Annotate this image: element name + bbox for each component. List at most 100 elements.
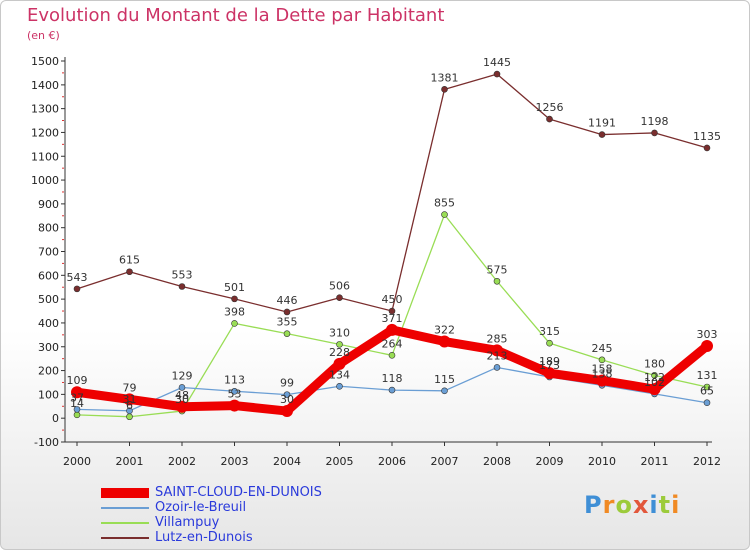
data-point	[126, 268, 133, 276]
y-tick-label: 1300	[31, 103, 59, 116]
data-point	[596, 374, 608, 387]
data-label: 450	[382, 293, 403, 306]
data-point	[651, 129, 658, 137]
x-tick-label: 2008	[483, 455, 511, 468]
data-label: 398	[224, 305, 245, 318]
data-label: 355	[277, 316, 298, 329]
data-point	[441, 211, 448, 218]
y-tick-label: 700	[38, 246, 59, 259]
data-label: 30	[175, 393, 189, 406]
data-label: 553	[172, 269, 193, 282]
data-point	[441, 86, 448, 93]
data-label: 180	[644, 357, 665, 370]
y-tick-label: 500	[38, 293, 59, 306]
y-tick-label: 300	[38, 341, 59, 354]
logo-letter: t	[658, 491, 672, 519]
y-tick-label: 400	[38, 317, 59, 330]
legend-item-saint-cloud: SAINT-CLOUD-EN-DUNOIS	[101, 485, 322, 500]
y-tick-label: 1500	[31, 55, 59, 68]
data-point	[73, 406, 81, 413]
data-label: 501	[224, 281, 245, 294]
data-label: 506	[329, 280, 350, 293]
data-point	[73, 411, 81, 419]
data-label: 37	[70, 391, 84, 404]
data-point	[703, 144, 711, 152]
data-label: 99	[280, 377, 294, 390]
x-tick-label: 2002	[168, 455, 196, 468]
data-point	[336, 341, 343, 348]
chart-title: Evolution du Montant de la Dette par Hab…	[27, 5, 445, 26]
data-point	[336, 382, 343, 390]
data-point	[441, 387, 448, 395]
legend-swatch	[101, 487, 149, 498]
data-point	[651, 372, 658, 379]
data-point	[281, 405, 293, 418]
data-label: 1191	[588, 117, 616, 130]
data-label: 315	[539, 325, 560, 338]
data-label: 134	[329, 368, 350, 381]
logo-letter: r	[602, 491, 616, 519]
data-point	[333, 357, 346, 370]
data-point	[493, 277, 501, 285]
data-label: 245	[592, 342, 613, 355]
data-point	[703, 399, 711, 407]
x-tick-label: 2004	[273, 455, 301, 468]
legend-label: Villampuy	[155, 515, 220, 530]
logo-letter: o	[615, 491, 633, 519]
data-label: 65	[700, 385, 714, 398]
data-label: 303	[697, 328, 718, 341]
data-label: 213	[487, 349, 508, 362]
data-point	[648, 383, 661, 396]
data-label: 173	[539, 359, 560, 372]
x-tick-label: 2000	[63, 455, 91, 468]
data-point	[71, 386, 83, 399]
data-label: 158	[592, 363, 613, 376]
legend-label: Lutz-en-Dunois	[155, 530, 253, 545]
data-label: 446	[277, 294, 298, 307]
data-label: 115	[434, 373, 455, 386]
y-tick-label: 100	[38, 388, 59, 401]
data-point	[126, 413, 133, 421]
y-tick-label: 1100	[31, 150, 59, 163]
data-point	[388, 352, 396, 359]
data-point	[231, 320, 238, 327]
data-label: 102	[644, 376, 665, 389]
data-point	[336, 294, 343, 301]
data-point	[123, 393, 136, 406]
data-label: 113	[224, 373, 245, 386]
legend-item-lutz: Lutz-en-Dunois	[101, 530, 322, 545]
logo-letter: i	[649, 491, 659, 519]
x-tick-label: 2011	[641, 455, 669, 468]
data-label: 6	[126, 399, 133, 412]
data-label: 1256	[536, 101, 564, 114]
data-point	[73, 285, 81, 293]
data-point	[493, 364, 501, 371]
y-tick-label: 0	[52, 412, 59, 425]
data-point	[546, 115, 553, 123]
x-tick-label: 2005	[326, 455, 354, 468]
y-tick-label: 200	[38, 365, 59, 378]
data-label: 1135	[693, 130, 721, 143]
data-label: 189	[539, 355, 560, 368]
data-label: 122	[644, 371, 665, 384]
data-point	[283, 308, 291, 316]
data-point	[386, 323, 398, 336]
data-label: 79	[123, 381, 137, 394]
data-point	[178, 283, 186, 290]
y-tick-label: 900	[38, 198, 59, 211]
data-label: 14	[70, 397, 84, 410]
data-label: 1445	[483, 56, 511, 69]
data-point	[283, 330, 291, 337]
legend-swatch	[101, 536, 149, 539]
legend-swatch	[101, 506, 149, 509]
legend: SAINT-CLOUD-EN-DUNOIS Ozoir-le-Breuil Vi…	[101, 485, 322, 545]
data-label: 310	[329, 326, 350, 339]
data-label: 138	[592, 367, 613, 380]
x-tick-label: 2007	[431, 455, 459, 468]
x-tick-label: 2001	[116, 455, 144, 468]
data-point	[491, 344, 503, 357]
chart-subtitle: (en €)	[27, 29, 60, 42]
data-label: 1381	[431, 71, 459, 84]
data-point	[598, 131, 606, 138]
